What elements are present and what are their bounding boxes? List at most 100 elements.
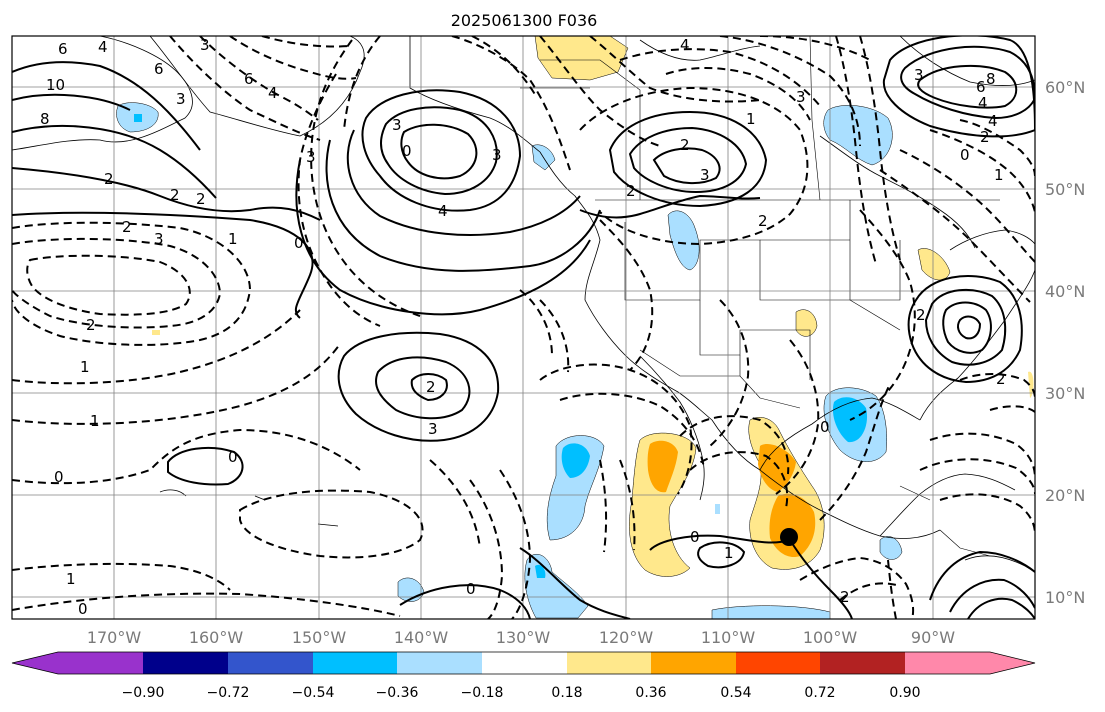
lat-label: 50°N	[1045, 180, 1085, 199]
contour-label: 3	[914, 66, 924, 84]
contour-label: 1	[228, 230, 238, 248]
contour-label: 3	[176, 90, 186, 108]
contour-label: 2	[170, 186, 180, 204]
contour-label: 6	[154, 60, 164, 78]
longitude-labels: 170°W 160°W 150°W 140°W 130°W 120°W 110°…	[87, 628, 955, 647]
contour-label: 10	[46, 76, 65, 94]
contour-label: 0	[294, 234, 304, 252]
lon-label: 150°W	[292, 628, 347, 647]
contour-label: 2	[122, 218, 132, 236]
lat-label: 20°N	[1045, 486, 1085, 505]
contour-label: 2	[996, 370, 1006, 388]
contour-label: 3	[492, 146, 502, 164]
colorbar-tick: 0.36	[635, 685, 666, 701]
contour-label: 3	[392, 116, 402, 134]
lon-label: 160°W	[189, 628, 244, 647]
colorbar-swatch	[143, 652, 228, 674]
contour-label: 3	[200, 36, 210, 54]
colorbar-tick: −0.36	[376, 685, 419, 701]
lat-label: 10°N	[1045, 588, 1085, 607]
colorbar-swatch	[397, 652, 482, 674]
contour-label: 4	[438, 202, 448, 220]
contour-label: 1	[746, 110, 756, 128]
lon-label: 100°W	[803, 628, 858, 647]
contour-label: 0	[78, 600, 88, 618]
contour-label: 4	[680, 36, 690, 54]
contour-label: 1	[724, 544, 734, 562]
contour-label: 6	[58, 40, 68, 58]
colorbar-swatch	[482, 652, 567, 674]
contour-label: 0	[960, 146, 970, 164]
colorbar-tick: 0.54	[720, 685, 751, 701]
contour-label: 2	[196, 190, 206, 208]
colorbar-tick: −0.72	[207, 685, 250, 701]
lon-label: 90°W	[911, 628, 955, 647]
contour-label: 2	[840, 588, 850, 606]
contour-label: 1	[80, 358, 90, 376]
lon-label: 130°W	[496, 628, 551, 647]
contour-label: 8	[40, 110, 50, 128]
contour-label: 8	[986, 70, 996, 88]
contour-label: 2	[104, 170, 114, 188]
colorbar-tick: 0.90	[889, 685, 920, 701]
gridlines	[12, 36, 1035, 619]
contour-label: 2	[426, 378, 436, 396]
lat-label: 60°N	[1045, 78, 1085, 97]
contour-label: 2	[680, 136, 690, 154]
contour-label: 6	[976, 78, 986, 96]
map-frame	[11, 35, 1036, 620]
contour-label: 3	[700, 166, 710, 184]
dashed-contours	[12, 36, 1035, 619]
contour-label: 3	[428, 420, 438, 438]
contour-label: 2	[86, 316, 96, 334]
colorbar-swatch	[313, 652, 397, 674]
contour-label: 4	[978, 94, 988, 112]
colorbar-swatch	[58, 652, 143, 674]
contour-label: 0	[54, 468, 64, 486]
colorbar-swatch	[567, 652, 651, 674]
colorbar-tick: 0.72	[804, 685, 835, 701]
colorbar-tick: −0.54	[292, 685, 335, 701]
contour-label: 4	[268, 84, 278, 102]
coastlines	[12, 36, 1035, 573]
contour-label: 3	[306, 148, 316, 166]
colorbar-extend-high	[990, 652, 1035, 674]
contour-label: 3	[154, 230, 164, 248]
lon-label: 110°W	[701, 628, 756, 647]
contour-labels: 6 4 3 10 8 6 3 2 2 3 0 6 4 3 2 3 0 1 2 3…	[40, 36, 1006, 618]
latitude-labels: 60°N 50°N 40°N 30°N 20°N 10°N	[1045, 78, 1085, 607]
lon-label: 140°W	[394, 628, 449, 647]
colorbar-swatch	[820, 652, 905, 674]
colorbar-swatch	[905, 652, 990, 674]
colorbar-tick: −0.90	[122, 685, 165, 701]
colorbar-extend-low	[12, 652, 58, 674]
contour-label: 0	[820, 418, 830, 436]
map-title: 2025061300 F036	[451, 11, 598, 30]
colorbar-swatch	[228, 652, 313, 674]
lat-label: 30°N	[1045, 384, 1085, 403]
colorbar-swatch	[736, 652, 820, 674]
contour-label: 3	[796, 88, 806, 106]
contour-label: 1	[66, 570, 76, 588]
lon-label: 170°W	[87, 628, 142, 647]
contour-label: 1	[90, 412, 100, 430]
contour-label: 4	[98, 38, 108, 56]
contour-label: 1	[994, 166, 1004, 184]
contour-label: 6	[244, 70, 254, 88]
contour-label: 0	[402, 142, 412, 160]
colorbar-swatch	[651, 652, 736, 674]
contour-label: 0	[228, 448, 238, 466]
contour-label: 0	[690, 528, 700, 546]
contour-label: 2	[758, 212, 768, 230]
map-panel: 6 4 3 10 8 6 3 2 2 3 0 6 4 3 2 3 0 1 2 3…	[12, 36, 1035, 619]
contour-label: 4	[988, 112, 998, 130]
contour-label: 2	[980, 128, 990, 146]
colorbar-tick: −0.18	[461, 685, 504, 701]
lat-label: 40°N	[1045, 282, 1085, 301]
colorbar-tick: 0.18	[551, 685, 582, 701]
solid-contours	[12, 36, 1035, 619]
contour-label: 0	[466, 580, 476, 598]
contour-label: 2	[626, 182, 636, 200]
lon-label: 120°W	[599, 628, 654, 647]
storm-center-marker	[780, 528, 798, 546]
